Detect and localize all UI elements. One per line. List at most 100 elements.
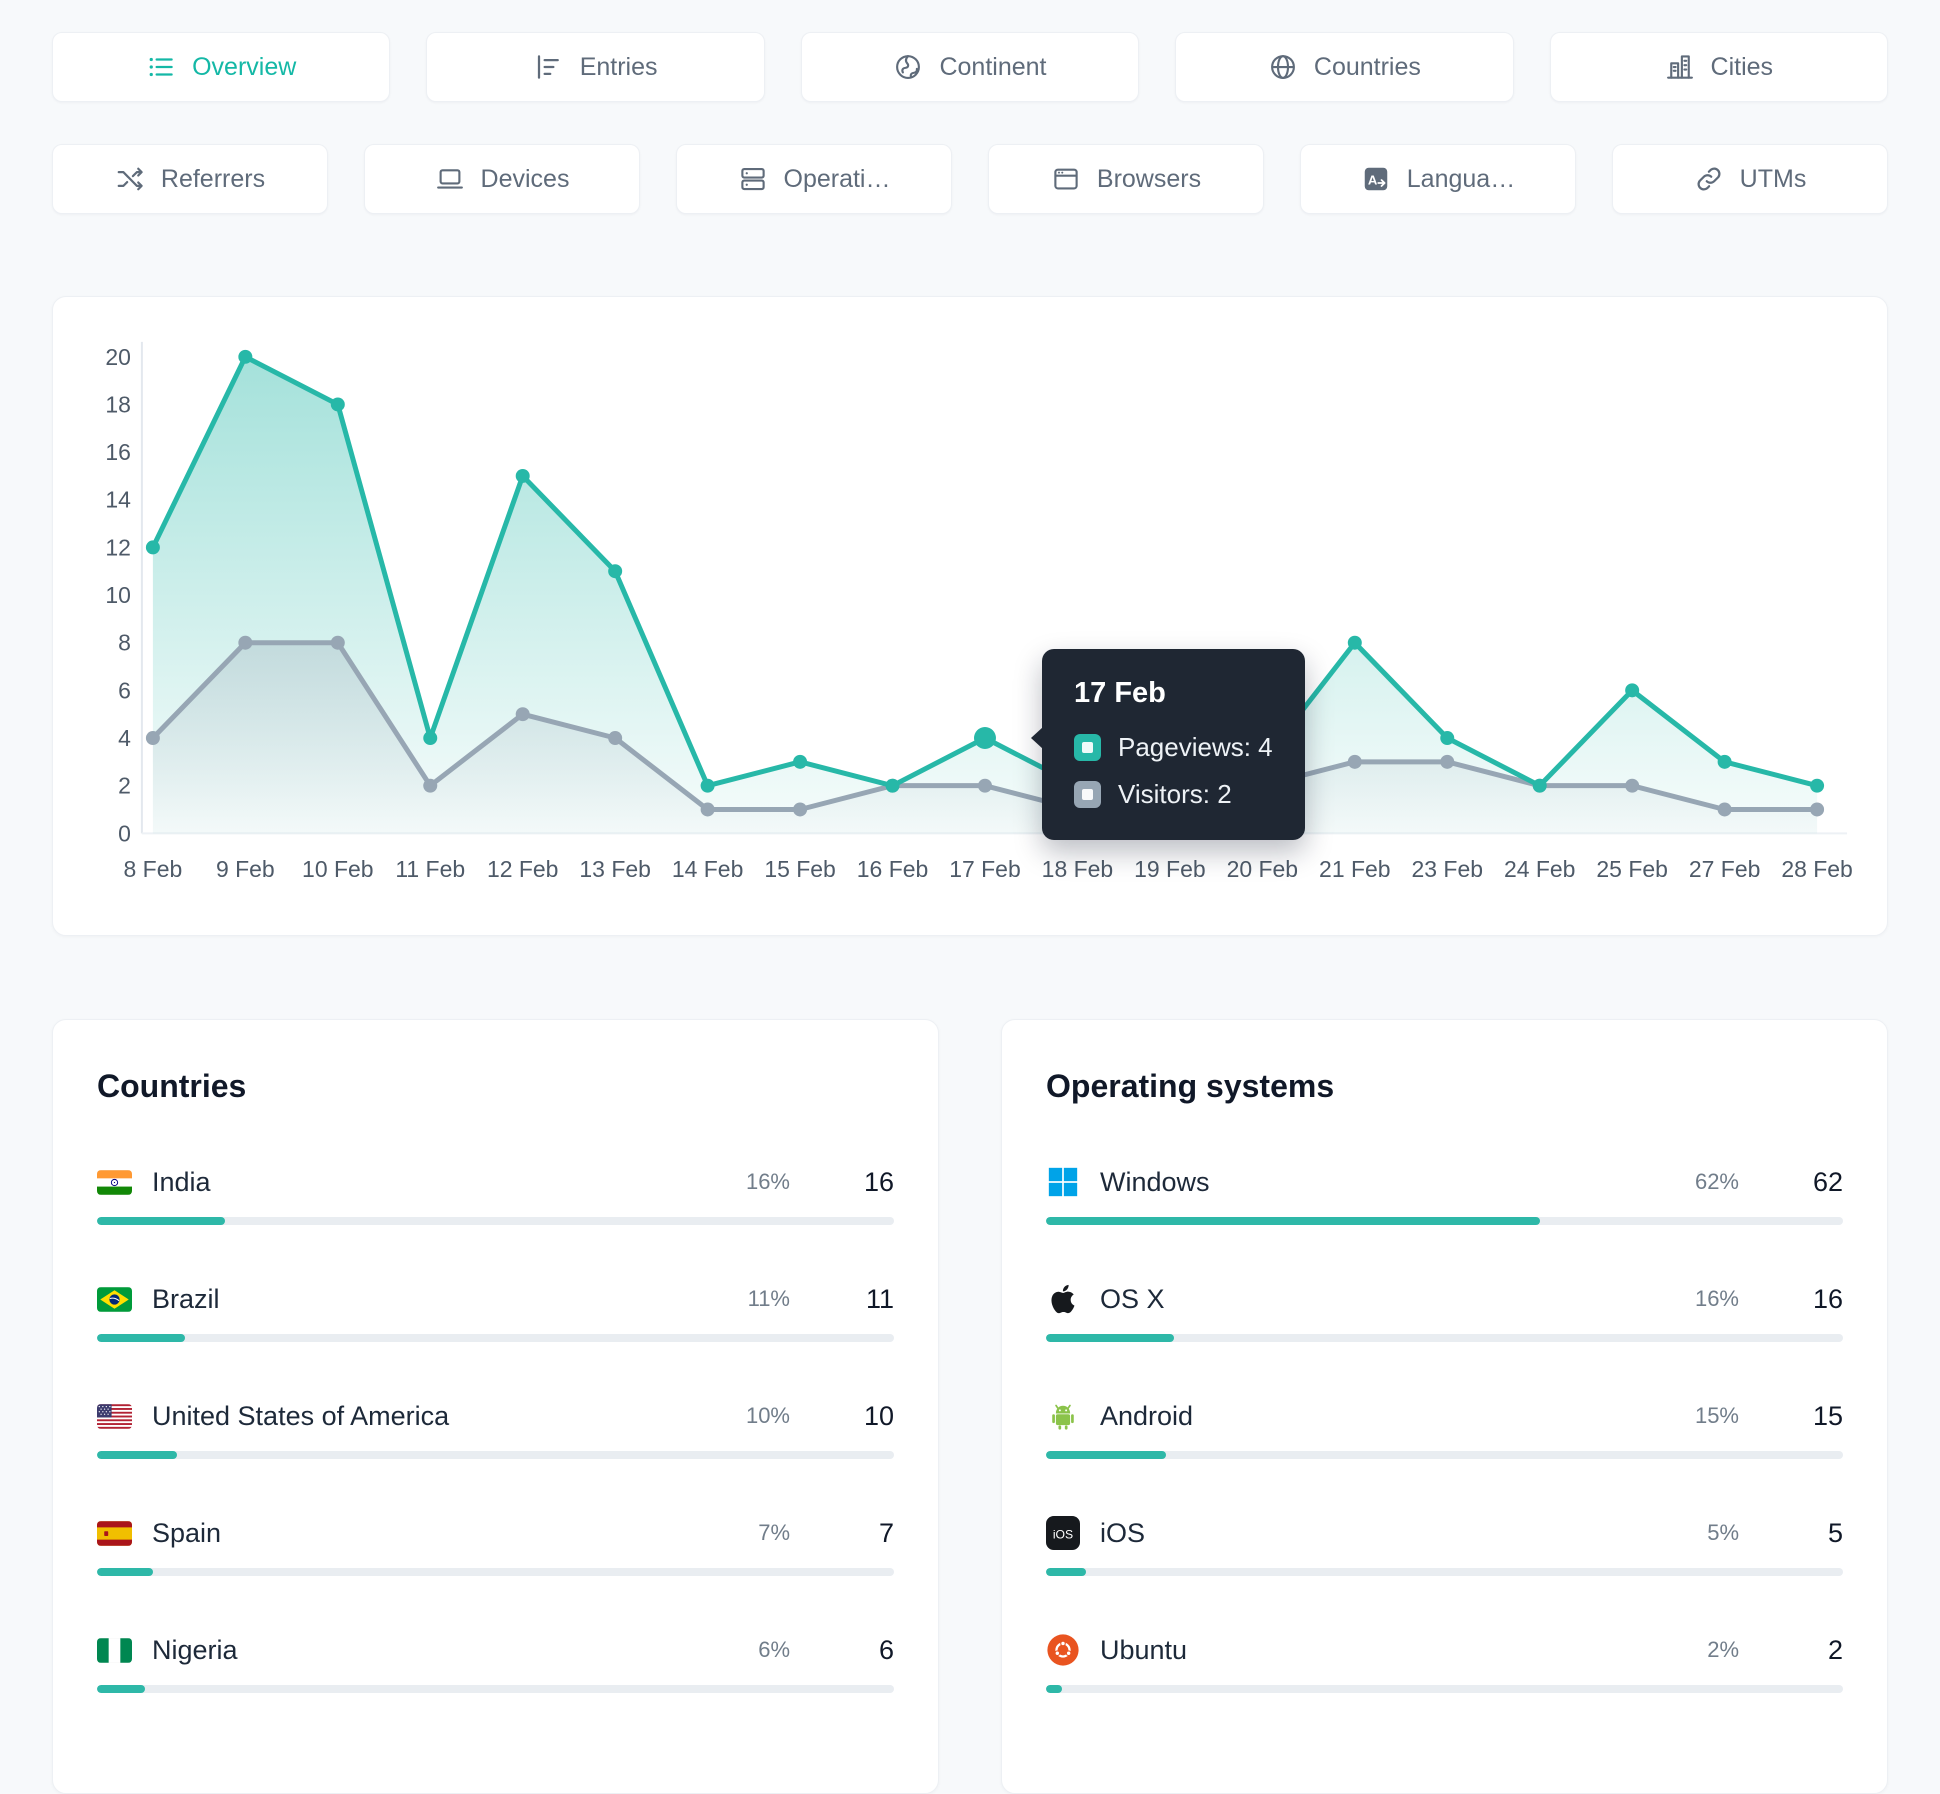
spain-flag-icon — [97, 1520, 132, 1546]
tab-overview[interactable]: Overview — [52, 32, 391, 102]
country-name: Spain — [152, 1517, 222, 1548]
svg-text:0: 0 — [118, 820, 131, 846]
traffic-chart-card: 0 2 4 6 8 10 12 14 16 18 20 8 Feb 9 Feb 10 Feb 11 Feb 1… — [52, 296, 1888, 936]
svg-text:17 Feb: 17 Feb — [949, 856, 1020, 882]
os-row[interactable]: Android 15% 15 — [1046, 1396, 1843, 1459]
svg-text:iOS: iOS — [1053, 1527, 1073, 1541]
tab-cities[interactable]: Cities — [1549, 32, 1888, 102]
progress-fill — [1046, 1217, 1541, 1225]
tab-browsers[interactable]: Browsers — [988, 144, 1264, 214]
country-percent: 16% — [745, 1169, 790, 1194]
progress-fill — [97, 1568, 153, 1576]
progress-track — [97, 1685, 894, 1693]
country-count: 16 — [863, 1166, 894, 1197]
server-icon — [738, 164, 768, 194]
country-count: 11 — [865, 1283, 894, 1314]
primary-tab-bar: Overview Entries Continent Countries Cit… — [52, 32, 1888, 102]
svg-text:18: 18 — [105, 391, 131, 417]
svg-text:19 Feb: 19 Feb — [1134, 856, 1205, 882]
progress-fill — [97, 1334, 185, 1342]
country-row[interactable]: Spain 7% 7 — [97, 1513, 894, 1576]
os-row[interactable]: Ubuntu 2% 2 — [1046, 1630, 1843, 1693]
laptop-icon — [435, 164, 465, 194]
operating-systems-title: Operating systems — [1046, 1068, 1335, 1104]
tab-referrers[interactable]: Referrers — [52, 144, 328, 214]
svg-text:8 Feb: 8 Feb — [124, 856, 183, 882]
progress-track — [97, 1568, 894, 1576]
tooltip-pageviews-row: Pageviews: 4 — [1074, 732, 1273, 763]
os-name: iOS — [1100, 1517, 1146, 1548]
svg-text:20: 20 — [105, 344, 131, 370]
svg-text:A: A — [1368, 172, 1378, 187]
country-count: 10 — [863, 1400, 894, 1431]
country-row[interactable]: United States of America 10% 10 — [97, 1396, 894, 1459]
svg-text:10: 10 — [105, 582, 131, 608]
tab-label: Continent — [939, 52, 1047, 81]
os-percent: 62% — [1694, 1169, 1739, 1194]
svg-text:12 Feb: 12 Feb — [487, 856, 558, 882]
progress-track — [1046, 1334, 1843, 1342]
svg-text:2: 2 — [118, 773, 131, 799]
os-row[interactable]: iOS iOS 5% 5 — [1046, 1513, 1843, 1576]
country-percent: 6% — [758, 1637, 790, 1662]
tab-label: Entries — [579, 52, 658, 81]
tab-label: Langua… — [1406, 164, 1516, 193]
secondary-tab-bar: Referrers Devices Operati… Browsers A La… — [52, 144, 1888, 214]
progress-fill — [97, 1451, 177, 1459]
os-percent: 16% — [1694, 1286, 1739, 1311]
traffic-chart[interactable]: 0 2 4 6 8 10 12 14 16 18 20 8 Feb 9 Feb 10 Feb 11 Feb 1… — [53, 297, 1887, 935]
os-count: 16 — [1812, 1283, 1843, 1314]
svg-text:27 Feb: 27 Feb — [1689, 856, 1760, 882]
tab-label: Countries — [1313, 52, 1421, 81]
tab-languages[interactable]: A Langua… — [1300, 144, 1576, 214]
country-percent: 7% — [758, 1520, 790, 1545]
brazil-flag-icon — [97, 1286, 132, 1312]
svg-text:4: 4 — [118, 725, 131, 751]
os-name: OS X — [1100, 1283, 1165, 1314]
progress-track — [1046, 1685, 1843, 1693]
progress-fill — [1046, 1451, 1166, 1459]
os-row[interactable]: OS X 16% 16 — [1046, 1279, 1843, 1342]
browser-icon — [1051, 164, 1081, 194]
country-row[interactable]: India 16% 16 — [97, 1162, 894, 1225]
country-name: India — [152, 1166, 211, 1197]
country-name: United States of America — [152, 1400, 450, 1431]
progress-fill — [1046, 1568, 1086, 1576]
tab-entries[interactable]: Entries — [426, 32, 765, 102]
os-name: Ubuntu — [1100, 1634, 1188, 1665]
svg-text:13 Feb: 13 Feb — [579, 856, 650, 882]
os-name: Windows — [1100, 1166, 1210, 1197]
earth-icon — [893, 52, 923, 82]
tooltip-visitors-label: Visitors: 2 — [1118, 779, 1232, 810]
tab-continent[interactable]: Continent — [800, 32, 1140, 102]
tab-utms[interactable]: UTMs — [1612, 144, 1888, 214]
svg-text:28 Feb: 28 Feb — [1781, 856, 1852, 882]
tooltip-pageviews-label: Pageviews: 4 — [1118, 732, 1273, 763]
os-count: 2 — [1827, 1634, 1843, 1665]
svg-text:16: 16 — [105, 439, 131, 465]
ubuntu-logo-icon — [1046, 1633, 1080, 1667]
pageviews-swatch-icon — [1074, 734, 1101, 762]
svg-text:14 Feb: 14 Feb — [672, 856, 743, 882]
tab-operating-systems[interactable]: Operati… — [676, 144, 952, 214]
breakdown-cards: Countries India 16% 16 Brazil 11% 11 — [52, 1019, 1888, 1794]
tooltip-date: 17 Feb — [1074, 677, 1166, 710]
globe-icon — [1268, 52, 1298, 82]
svg-text:21 Feb: 21 Feb — [1319, 856, 1390, 882]
city-icon — [1665, 52, 1695, 82]
shuffle-icon — [115, 164, 145, 194]
country-row[interactable]: Nigeria 6% 6 — [97, 1630, 894, 1693]
bar-chart-icon — [534, 52, 564, 82]
list-icon — [146, 52, 176, 82]
country-row[interactable]: Brazil 11% 11 — [97, 1279, 894, 1342]
svg-text:16 Feb: 16 Feb — [857, 856, 928, 882]
svg-text:25 Feb: 25 Feb — [1596, 856, 1667, 882]
operating-systems-card: Operating systems Windows 62% 62 OS X 16… — [1001, 1019, 1888, 1794]
progress-track — [97, 1334, 894, 1342]
tab-countries[interactable]: Countries — [1175, 32, 1514, 102]
os-row[interactable]: Windows 62% 62 — [1046, 1162, 1843, 1225]
tab-label: UTMs — [1739, 164, 1807, 193]
svg-text:9 Feb: 9 Feb — [216, 856, 275, 882]
progress-fill — [1046, 1334, 1174, 1342]
tab-devices[interactable]: Devices — [364, 144, 640, 214]
